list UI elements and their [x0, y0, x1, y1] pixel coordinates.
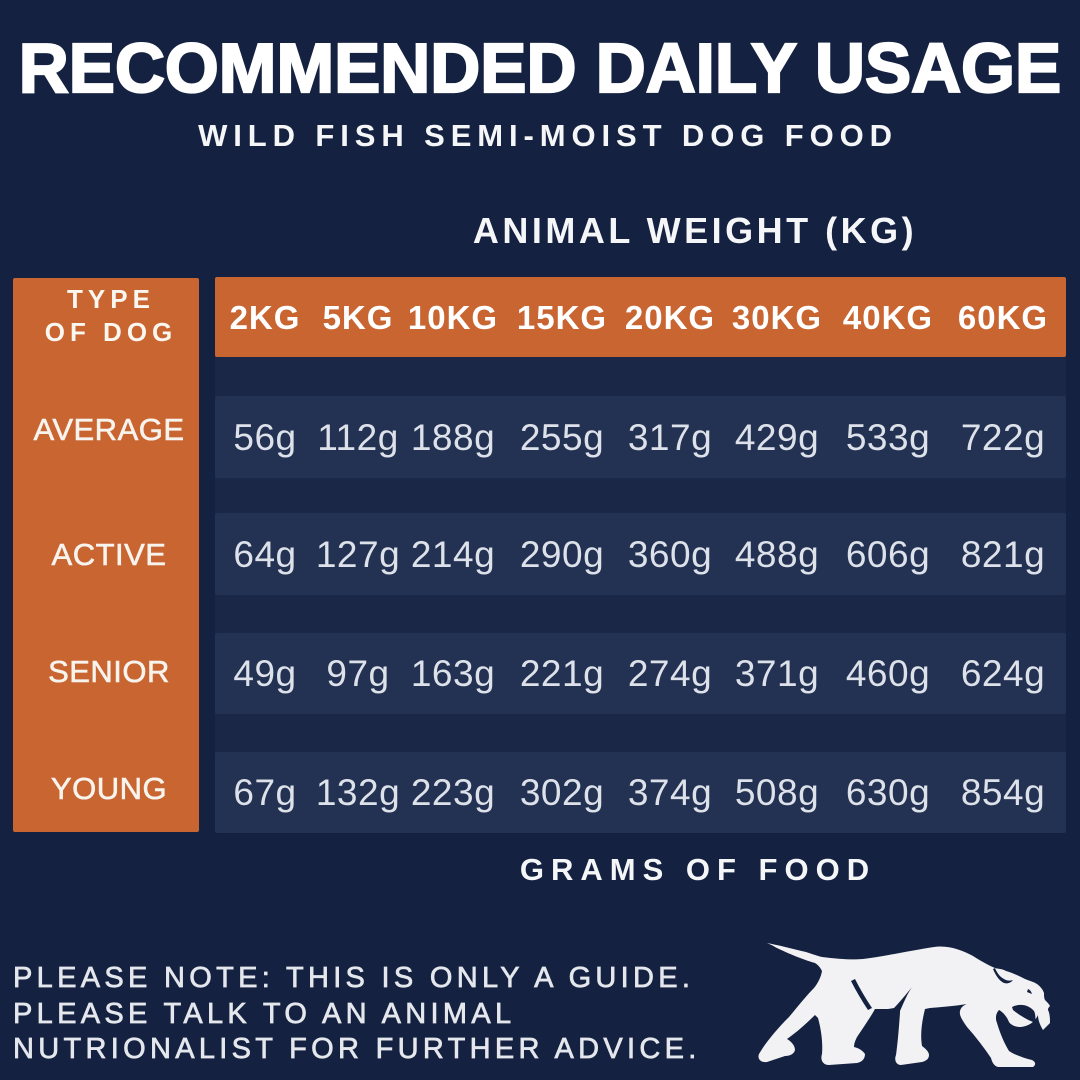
- cell-senior-30kg: 371g: [734, 653, 820, 694]
- cell-young-60kg: 854g: [960, 772, 1046, 813]
- footer-note-line3: NUTRIONALIST FOR FURTHER ADVICE.: [13, 1033, 701, 1066]
- cell-active-5kg: 127g: [315, 534, 401, 575]
- row-strip-average: [215, 396, 1066, 478]
- col-header-10kg: 10KG: [407, 299, 499, 336]
- cell-average-15kg: 255g: [519, 417, 605, 458]
- cell-senior-10kg: 163g: [410, 653, 496, 694]
- cell-active-60kg: 821g: [960, 534, 1046, 575]
- row-label-active: ACTIVE: [51, 537, 167, 573]
- cell-active-40kg: 606g: [845, 534, 931, 575]
- col-header-30kg: 30KG: [731, 299, 823, 336]
- cell-senior-15kg: 221g: [519, 653, 605, 694]
- cell-average-2kg: 56g: [233, 417, 297, 458]
- cell-active-10kg: 214g: [410, 534, 496, 575]
- cell-average-40kg: 533g: [845, 417, 931, 458]
- cell-young-20kg: 374g: [627, 772, 713, 813]
- cell-average-20kg: 317g: [627, 417, 713, 458]
- cell-active-2kg: 64g: [233, 534, 297, 575]
- row-strip-senior: [215, 633, 1066, 714]
- col-header-60kg: 60KG: [957, 299, 1049, 336]
- row-strip-young: [215, 752, 1066, 833]
- row-header-type-of-dog: TYPE OF DOG: [18, 283, 204, 349]
- cell-young-15kg: 302g: [519, 772, 605, 813]
- cell-active-20kg: 360g: [627, 534, 713, 575]
- weight-header-band: [215, 277, 1066, 357]
- row-header-line2: OF DOG: [44, 317, 178, 347]
- cell-young-5kg: 132g: [315, 772, 401, 813]
- col-header-40kg: 40KG: [842, 299, 934, 336]
- cell-average-30kg: 429g: [734, 417, 820, 458]
- col-header-20kg: 20KG: [624, 299, 716, 336]
- row-header-line1: TYPE: [67, 284, 155, 314]
- row-label-average: AVERAGE: [33, 412, 185, 448]
- cell-young-40kg: 630g: [845, 772, 931, 813]
- cell-young-30kg: 508g: [734, 772, 820, 813]
- row-label-young: YOUNG: [50, 771, 168, 807]
- col-header-15kg: 15KG: [516, 299, 608, 336]
- cell-senior-40kg: 460g: [845, 653, 931, 694]
- cell-young-2kg: 67g: [233, 772, 297, 813]
- footer-note: PLEASE NOTE: THIS IS ONLY A GUIDE. PLEAS…: [13, 961, 701, 1068]
- grams-of-food-label: GRAMS OF FOOD: [519, 852, 877, 887]
- row-label-senior: SENIOR: [48, 654, 170, 690]
- cell-average-10kg: 188g: [410, 417, 496, 458]
- row-strip-active: [215, 513, 1066, 595]
- cell-senior-60kg: 624g: [960, 653, 1046, 694]
- cell-active-15kg: 290g: [519, 534, 605, 575]
- animal-weight-axis-label: ANIMAL WEIGHT (KG): [472, 210, 918, 251]
- cell-senior-5kg: 97g: [326, 653, 390, 694]
- cell-senior-20kg: 274g: [627, 653, 713, 694]
- sabertooth-cat-icon: [758, 943, 1050, 1067]
- page-title: RECOMMENDED DAILY USAGE: [18, 28, 1063, 108]
- type-of-dog-column: [13, 278, 199, 832]
- cell-average-60kg: 722g: [960, 417, 1046, 458]
- cell-average-5kg: 112g: [317, 417, 399, 458]
- footer-note-line1: PLEASE NOTE: THIS IS ONLY A GUIDE.: [13, 962, 695, 995]
- cell-senior-2kg: 49g: [233, 653, 297, 694]
- page-subtitle: WILD FISH SEMI-MOIST DOG FOOD: [198, 118, 898, 153]
- cell-active-30kg: 488g: [734, 534, 820, 575]
- cell-young-10kg: 223g: [410, 772, 496, 813]
- col-header-5kg: 5KG: [322, 299, 394, 336]
- col-header-2kg: 2KG: [229, 299, 301, 336]
- footer-note-line2: PLEASE TALK TO AN ANIMAL: [13, 997, 516, 1030]
